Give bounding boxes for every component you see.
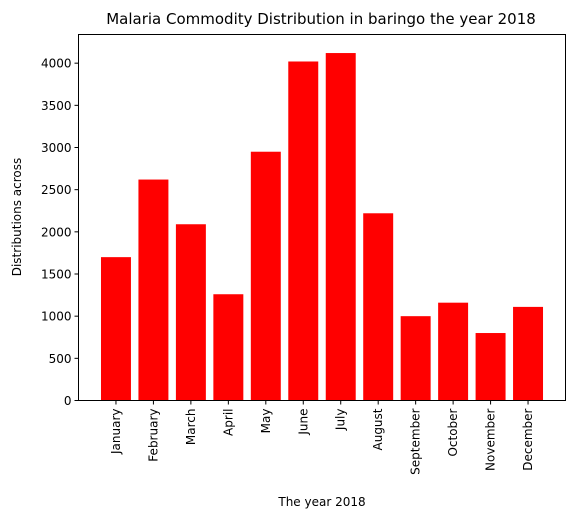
chart-title: Malaria Commodity Distribution in baring…: [106, 10, 536, 28]
bar-may: [250, 151, 281, 401]
bar-july: [325, 53, 356, 401]
y-tick-label: 1500: [41, 268, 72, 282]
plot-frame: [78, 34, 566, 401]
bar-march: [175, 224, 206, 401]
bar-january: [100, 257, 131, 401]
x-axis-label: The year 2018: [277, 495, 365, 509]
y-tick-label: 1000: [41, 310, 72, 324]
x-tick-label: September: [409, 408, 423, 474]
x-tick-label: February: [146, 409, 160, 462]
bar-november: [475, 333, 506, 401]
bar-august: [363, 213, 394, 401]
y-tick-label: 3500: [41, 99, 72, 113]
x-tick-label: January: [109, 409, 123, 456]
y-tick-label: 3000: [41, 141, 72, 155]
y-tick-label: 0: [64, 394, 72, 408]
bars-group: [100, 53, 544, 401]
y-tick-label: 4000: [41, 57, 72, 71]
x-tick-label: April: [221, 409, 235, 436]
x-tick-label: December: [521, 408, 535, 470]
bar-september: [400, 316, 431, 401]
y-tick-label: 2500: [41, 183, 72, 197]
x-tick-label: November: [484, 408, 498, 470]
x-tick-label: May: [259, 409, 273, 434]
x-axis-ticks: January February March April May June July Augu…: [109, 400, 535, 475]
bar-october: [438, 302, 469, 401]
y-axis-label: Distributions across: [10, 158, 24, 277]
x-tick-label: June: [296, 409, 310, 436]
y-tick-label: 500: [49, 352, 72, 366]
y-tick-label: 2000: [41, 225, 72, 239]
bar-december: [513, 306, 544, 401]
bar-february: [138, 179, 169, 401]
x-tick-label: October: [446, 408, 460, 456]
bar-june: [288, 61, 319, 401]
x-tick-label: August: [371, 408, 385, 450]
y-axis-ticks: 0 500 1000 1500 2000 2500 3000 3500 4000: [41, 57, 79, 408]
x-tick-label: July: [334, 409, 348, 432]
bar-april: [213, 294, 244, 401]
x-tick-label: March: [184, 409, 198, 446]
